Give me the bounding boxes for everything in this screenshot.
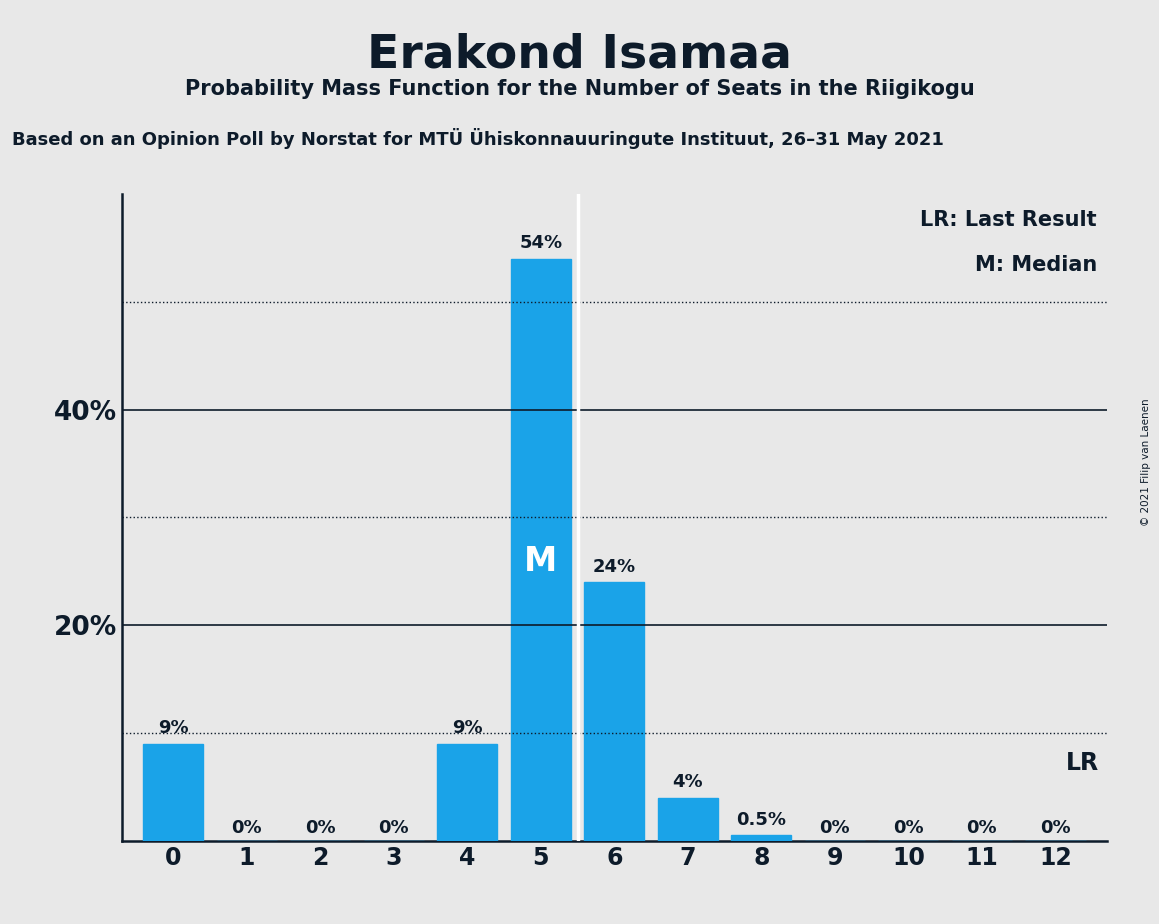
- Bar: [511, 259, 571, 841]
- Text: LR: LR: [1066, 751, 1100, 775]
- Bar: [143, 744, 203, 841]
- Text: 0%: 0%: [819, 819, 851, 836]
- Text: 0%: 0%: [232, 819, 262, 836]
- Bar: [437, 744, 497, 841]
- Text: 0%: 0%: [1040, 819, 1071, 836]
- Bar: [584, 582, 644, 841]
- Text: 0%: 0%: [894, 819, 924, 836]
- Text: M: M: [524, 545, 557, 578]
- Text: 9%: 9%: [158, 720, 189, 737]
- Text: Erakond Isamaa: Erakond Isamaa: [367, 32, 792, 78]
- Text: 0%: 0%: [378, 819, 409, 836]
- Text: LR: Last Result: LR: Last Result: [920, 211, 1098, 230]
- Text: M: Median: M: Median: [975, 255, 1098, 275]
- Text: 54%: 54%: [519, 235, 562, 252]
- Bar: [657, 797, 717, 841]
- Text: 4%: 4%: [672, 773, 704, 791]
- Text: 24%: 24%: [592, 558, 636, 576]
- Text: 0%: 0%: [305, 819, 335, 836]
- Text: © 2021 Filip van Laenen: © 2021 Filip van Laenen: [1140, 398, 1151, 526]
- Text: Probability Mass Function for the Number of Seats in the Riigikogu: Probability Mass Function for the Number…: [184, 79, 975, 99]
- Text: 0%: 0%: [967, 819, 997, 836]
- Text: 9%: 9%: [452, 720, 482, 737]
- Text: Based on an Opinion Poll by Norstat for MTÜ Ühiskonnauuringute Instituut, 26–31 : Based on an Opinion Poll by Norstat for …: [12, 128, 943, 149]
- Bar: [731, 835, 792, 841]
- Text: 0.5%: 0.5%: [736, 811, 786, 829]
